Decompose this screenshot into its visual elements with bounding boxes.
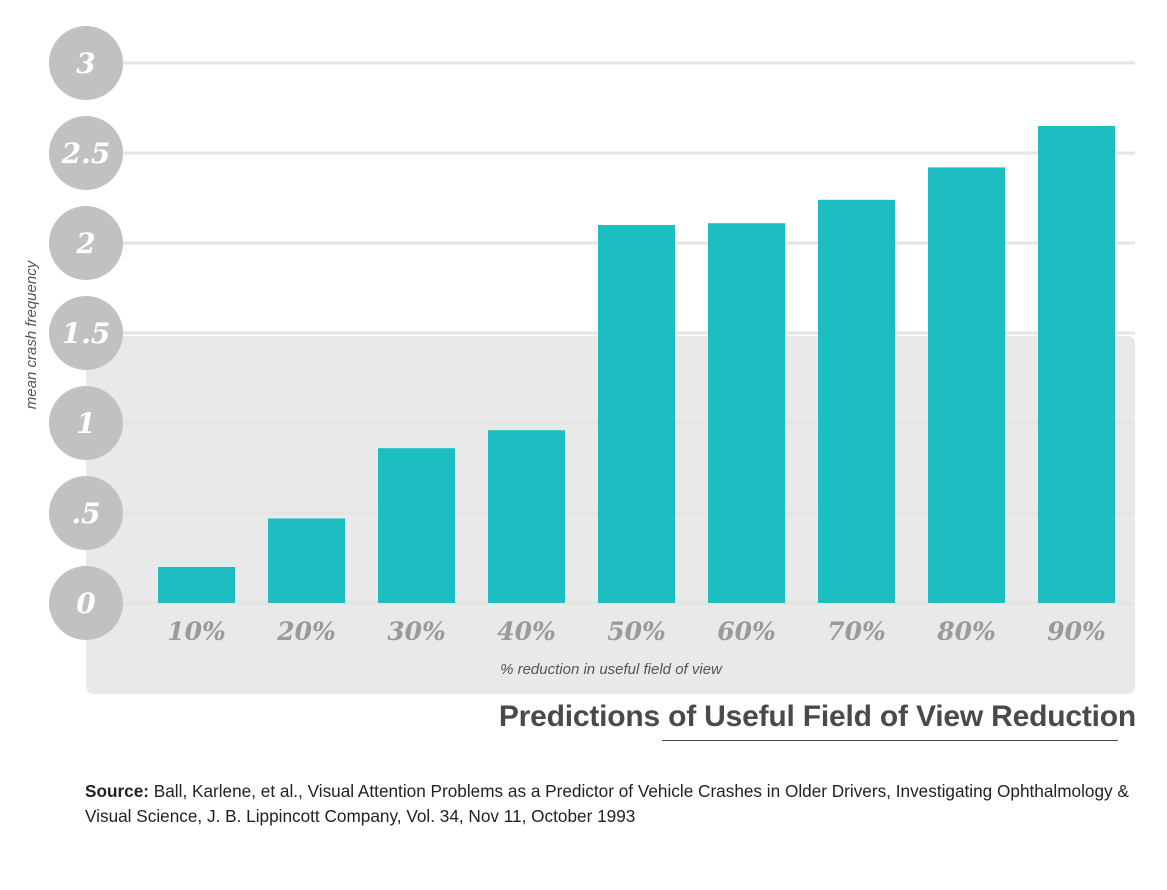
bar [488,430,565,603]
bars [158,126,1115,604]
y-tick-circle [49,386,123,460]
x-axis-label: % reduction in useful field of view [500,661,723,678]
y-tick-circle [49,476,123,550]
source-text: Ball, Karlene, et al., Visual Attention … [85,781,1129,826]
bar [158,567,235,603]
y-tick-label: 0 [76,587,96,620]
x-tick-label: 50% [607,617,666,646]
y-tick-label: 1.5 [62,317,111,350]
y-tick-label: 2 [75,227,95,260]
source-citation: Source: Ball, Karlene, et al., Visual At… [85,779,1155,829]
x-tick-label: 70% [827,617,886,646]
y-axis-ticks: 0 .5 1 1.5 2 2.5 3 [49,26,123,640]
bar [708,223,785,603]
x-tick-label: 40% [497,617,556,646]
y-tick-label: .5 [71,497,100,530]
bar [598,225,675,603]
y-tick-label: 3 [76,47,95,80]
y-tick-circle [49,296,123,370]
y-tick-circle [49,116,123,190]
bar [1038,126,1115,603]
chart-title: Predictions of Useful Field of View Redu… [498,700,1136,733]
bar [928,167,1005,603]
title-underline [662,740,1118,741]
x-tick-label: 90% [1047,617,1106,646]
x-tick-label: 60% [717,617,776,646]
x-tick-label: 80% [936,617,996,646]
source-label: Source: [85,781,149,801]
bar [818,199,895,604]
bar [378,448,455,603]
y-tick-circle [49,566,123,640]
y-tick-circle [49,26,123,100]
y-tick-label: 1 [76,407,95,440]
x-axis-ticks: 10% 20% 30% 40% 50% 60% 70% 80% 90% [167,617,1106,646]
y-axis-label: mean crash frequency [23,259,40,409]
x-tick-label: 10% [167,617,226,646]
y-tick-label: 2.5 [61,137,111,170]
x-tick-label: 20% [276,617,336,646]
y-tick-circle [49,206,123,280]
x-tick-label: 30% [387,617,446,646]
bar [268,518,345,603]
